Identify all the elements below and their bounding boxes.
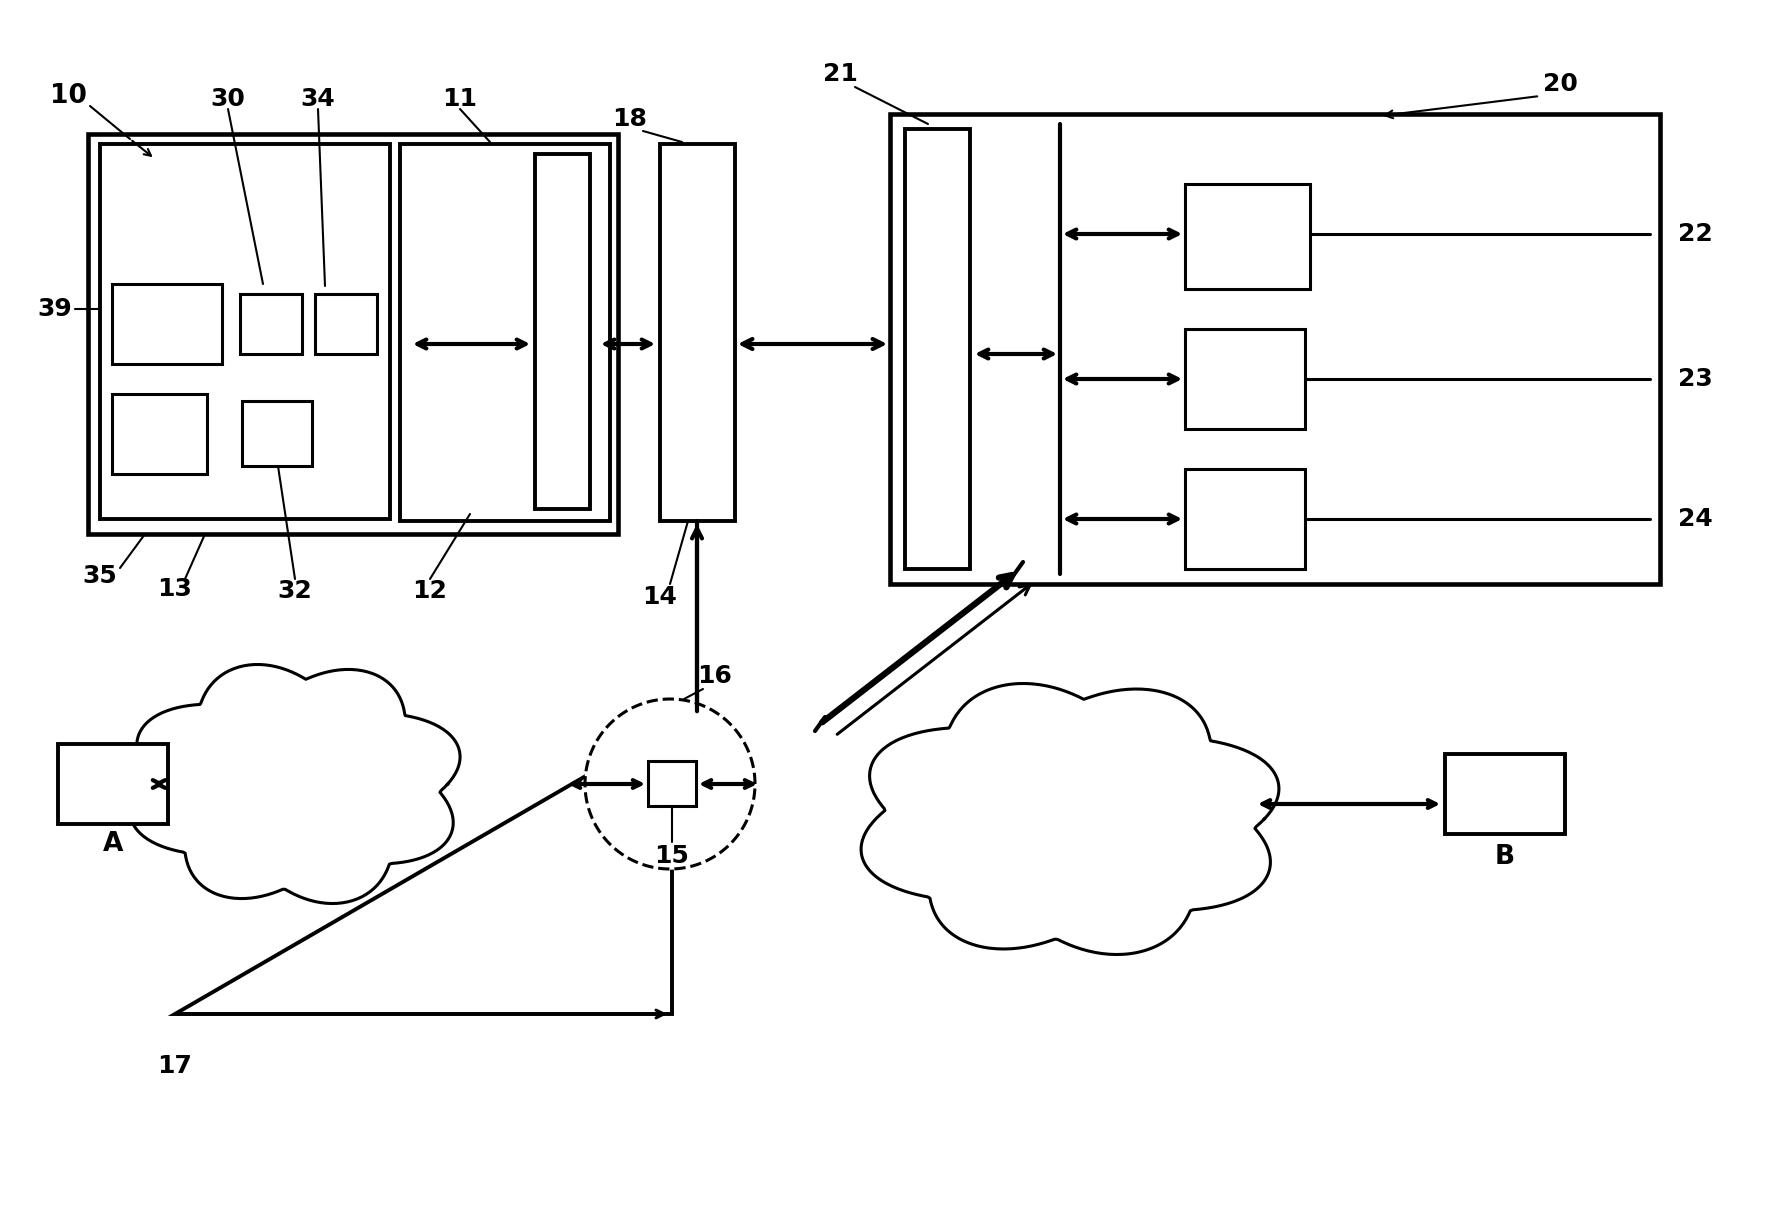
Text: 24: 24 (1678, 507, 1712, 531)
Text: 20: 20 (1543, 72, 1577, 96)
Text: 12: 12 (412, 579, 448, 603)
Bar (890, 114, 1661, 584)
Text: 23: 23 (1678, 367, 1712, 391)
Text: 22: 22 (1678, 222, 1712, 246)
Bar (59, 744, 169, 824)
Bar (240, 294, 302, 354)
Polygon shape (130, 664, 460, 903)
Bar (535, 154, 590, 509)
Polygon shape (584, 699, 755, 869)
Text: A: A (103, 832, 123, 857)
Bar (1446, 754, 1565, 834)
Text: 30: 30 (211, 87, 245, 110)
Text: 17: 17 (158, 1054, 192, 1078)
Bar (1185, 185, 1311, 289)
Bar (400, 144, 609, 521)
Text: 21: 21 (822, 62, 858, 86)
Bar (906, 129, 970, 569)
Bar (648, 761, 696, 806)
Bar (1185, 329, 1305, 429)
Text: 15: 15 (655, 844, 689, 868)
Text: 10: 10 (50, 83, 87, 109)
Bar (89, 134, 618, 534)
Bar (112, 395, 208, 473)
Text: 34: 34 (300, 87, 336, 110)
Bar (661, 144, 735, 521)
Bar (99, 144, 391, 520)
Text: 32: 32 (277, 579, 313, 603)
Bar (112, 284, 222, 364)
Text: 35: 35 (83, 565, 117, 588)
Bar (314, 294, 377, 354)
Text: 14: 14 (643, 585, 677, 609)
Text: 13: 13 (158, 577, 192, 601)
Polygon shape (861, 683, 1279, 954)
Text: 16: 16 (698, 664, 732, 688)
Bar (242, 401, 313, 466)
Text: 18: 18 (613, 107, 648, 131)
Text: 39: 39 (37, 297, 73, 320)
Text: B: B (1495, 844, 1515, 870)
Text: 11: 11 (442, 87, 478, 110)
Bar (1185, 469, 1305, 569)
